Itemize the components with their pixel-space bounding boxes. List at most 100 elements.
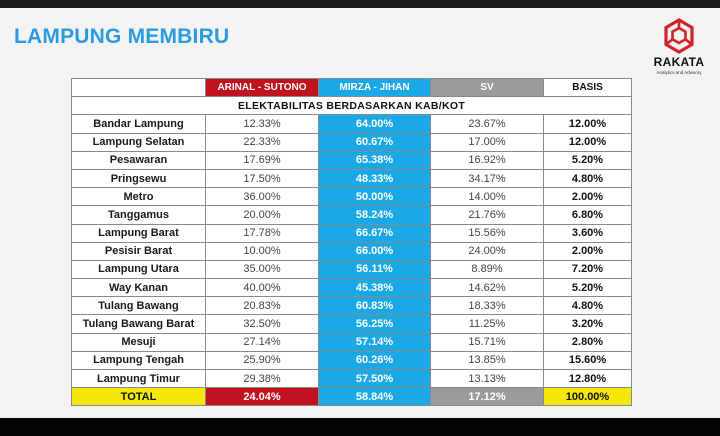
- total-label: TOTAL: [71, 387, 206, 407]
- region-cell: Pesawaran: [71, 150, 206, 170]
- slide: LAMPUNG MEMBIRU RAKATA Analytics and Adv…: [0, 8, 720, 418]
- arinal-sutono-cell: 25.90%: [205, 350, 319, 371]
- page-title: LAMPUNG MEMBIRU: [14, 25, 230, 48]
- arinal-sutono-cell: 17.78%: [205, 223, 319, 243]
- table-row: Mesuji 27.14% 57.14% 15.71% 2.80%: [71, 332, 632, 352]
- region-cell: Lampung Utara: [71, 259, 206, 280]
- header-basis: BASIS: [543, 77, 632, 98]
- sv-cell: 17.00%: [430, 132, 544, 152]
- table-row: Lampung Utara 35.00% 56.11% 8.89% 7.20%: [71, 259, 632, 280]
- header-row: ARINAL - SUTONO MIRZA - JIHAN SV BASIS: [71, 77, 632, 98]
- basis-cell: 7.20%: [543, 259, 632, 280]
- region-cell: Tulang Bawang Barat: [71, 314, 206, 334]
- table-row: Pesawaran 17.69% 65.38% 16.92% 5.20%: [71, 150, 632, 170]
- mirza-jihan-cell: 48.33%: [318, 168, 431, 189]
- basis-cell: 5.20%: [543, 150, 632, 170]
- arinal-sutono-cell: 27.14%: [205, 332, 319, 352]
- arinal-sutono-cell: 35.00%: [205, 259, 319, 280]
- basis-cell: 4.80%: [543, 168, 632, 189]
- sv-cell: 14.00%: [430, 187, 544, 207]
- basis-cell: 3.20%: [543, 314, 632, 334]
- region-cell: Pesisir Barat: [71, 241, 206, 261]
- rakata-hexagon-logo-icon: [664, 18, 694, 54]
- sv-cell: 13.85%: [430, 350, 544, 371]
- mirza-jihan-cell: 65.38%: [318, 150, 431, 170]
- mirza-jihan-cell: 57.14%: [318, 332, 431, 352]
- region-cell: Way Kanan: [71, 278, 206, 298]
- region-cell: Tulang Bawang: [71, 296, 206, 316]
- logo-tagline: Analytics and Advisory: [656, 70, 702, 75]
- basis-cell: 2.00%: [543, 241, 632, 261]
- region-cell: Metro: [71, 187, 206, 207]
- mirza-jihan-cell: 50.00%: [318, 187, 431, 207]
- region-cell: Lampung Selatan: [71, 132, 206, 152]
- arinal-sutono-cell: 29.38%: [205, 368, 319, 389]
- region-cell: Tanggamus: [71, 205, 206, 225]
- arinal-sutono-cell: 20.83%: [205, 296, 319, 316]
- mirza-jihan-cell: 56.25%: [318, 314, 431, 334]
- total-sv: 17.12%: [430, 387, 544, 407]
- logo-name: RAKATA: [653, 55, 705, 69]
- table-row: Tulang Bawang Barat 32.50% 56.25% 11.25% 3.2…: [71, 314, 632, 334]
- top-frame-bar: [0, 0, 720, 8]
- table-row: Lampung Selatan 22.33% 60.67% 17.00% 12.00%: [71, 132, 632, 152]
- arinal-sutono-cell: 22.33%: [205, 132, 319, 152]
- rakata-logo: RAKATA Analytics and Advisory: [644, 18, 714, 75]
- sv-cell: 23.67%: [430, 114, 544, 134]
- table-row: Lampung Barat 17.78% 66.67% 15.56% 3.60%: [71, 223, 632, 243]
- sv-cell: 13.13%: [430, 368, 544, 389]
- table-row: Lampung Tengah 25.90% 60.26% 13.85% 15.60%: [71, 350, 632, 371]
- total-mirza-jihan: 58.84%: [318, 387, 431, 407]
- mirza-jihan-cell: 56.11%: [318, 259, 431, 280]
- electability-table: ARINAL - SUTONO MIRZA - JIHAN SV BASIS E…: [71, 77, 632, 407]
- table-row: Way Kanan 40.00% 45.38% 14.62% 5.20%: [71, 278, 632, 298]
- arinal-sutono-cell: 17.50%: [205, 168, 319, 189]
- basis-cell: 5.20%: [543, 278, 632, 298]
- arinal-sutono-cell: 10.00%: [205, 241, 319, 261]
- basis-cell: 15.60%: [543, 350, 632, 371]
- basis-cell: 12.80%: [543, 368, 632, 389]
- subtitle-row: ELEKTABILITAS BERDASARKAN KAB/KOT: [71, 96, 632, 116]
- arinal-sutono-cell: 32.50%: [205, 314, 319, 334]
- sv-cell: 11.25%: [430, 314, 544, 334]
- basis-cell: 12.00%: [543, 132, 632, 152]
- total-arinal-sutono: 24.04%: [205, 387, 319, 407]
- table-row: Pringsewu 17.50% 48.33% 34.17% 4.80%: [71, 168, 632, 189]
- region-cell: Lampung Timur: [71, 368, 206, 389]
- arinal-sutono-cell: 17.69%: [205, 150, 319, 170]
- table-subtitle: ELEKTABILITAS BERDASARKAN KAB/KOT: [71, 96, 632, 116]
- table-row: Metro 36.00% 50.00% 14.00% 2.00%: [71, 187, 632, 207]
- total-basis: 100.00%: [543, 387, 632, 407]
- mirza-jihan-cell: 60.26%: [318, 350, 431, 371]
- header-region: [71, 77, 206, 98]
- region-cell: Bandar Lampung: [71, 114, 206, 134]
- arinal-sutono-cell: 40.00%: [205, 278, 319, 298]
- header-sv: SV: [430, 77, 544, 98]
- sv-cell: 24.00%: [430, 241, 544, 261]
- basis-cell: 2.80%: [543, 332, 632, 352]
- basis-cell: 2.00%: [543, 187, 632, 207]
- header-mirza-jihan: MIRZA - JIHAN: [318, 77, 431, 98]
- mirza-jihan-cell: 66.67%: [318, 223, 431, 243]
- table-row: Lampung Timur 29.38% 57.50% 13.13% 12.80%: [71, 368, 632, 389]
- basis-cell: 4.80%: [543, 296, 632, 316]
- arinal-sutono-cell: 12.33%: [205, 114, 319, 134]
- sv-cell: 34.17%: [430, 168, 544, 189]
- mirza-jihan-cell: 58.24%: [318, 205, 431, 225]
- table-row: Tanggamus 20.00% 58.24% 21.76% 6.80%: [71, 205, 632, 225]
- table-row: Pesisir Barat 10.00% 66.00% 24.00% 2.00%: [71, 241, 632, 261]
- region-cell: Lampung Barat: [71, 223, 206, 243]
- sv-cell: 15.71%: [430, 332, 544, 352]
- bottom-frame-bar: [0, 418, 720, 436]
- region-cell: Mesuji: [71, 332, 206, 352]
- sv-cell: 14.62%: [430, 278, 544, 298]
- mirza-jihan-cell: 60.67%: [318, 132, 431, 152]
- total-row: TOTAL 24.04% 58.84% 17.12% 100.00%: [71, 387, 632, 407]
- arinal-sutono-cell: 36.00%: [205, 187, 319, 207]
- sv-cell: 8.89%: [430, 259, 544, 280]
- header-arinal-sutono: ARINAL - SUTONO: [205, 77, 319, 98]
- basis-cell: 3.60%: [543, 223, 632, 243]
- basis-cell: 12.00%: [543, 114, 632, 134]
- sv-cell: 18.33%: [430, 296, 544, 316]
- region-cell: Pringsewu: [71, 168, 206, 189]
